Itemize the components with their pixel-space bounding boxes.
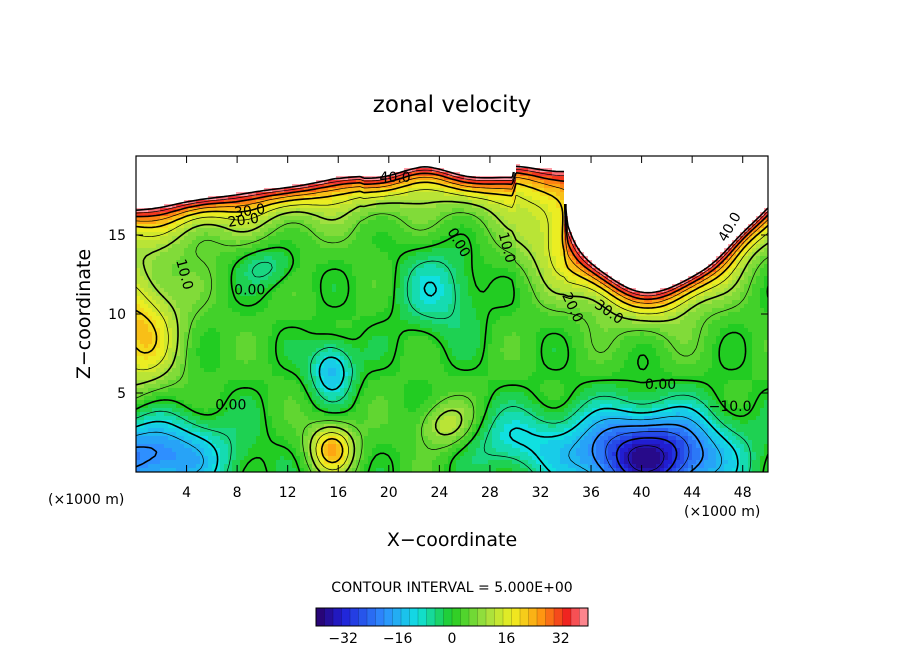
colorbar-swatch: [367, 608, 376, 626]
x-tick-label: 36: [582, 485, 600, 501]
colorbar-ticks: −32 −16 0 16 32: [328, 631, 569, 647]
x-tick-label: 4: [182, 485, 191, 501]
contour-interval-text: CONTOUR INTERVAL = 5.000E+00: [331, 580, 572, 596]
colorbar-swatch: [392, 608, 402, 626]
colorbar-swatch: [494, 608, 504, 626]
colorbar-swatch: [375, 608, 385, 626]
colorbar-tick-label: −16: [383, 631, 413, 647]
colorbar-tick-label: 16: [497, 631, 515, 647]
colorbar-swatch: [358, 608, 368, 626]
x-tick-label: 40: [633, 485, 651, 501]
z-unit-label: (×1000 m): [48, 492, 124, 508]
colorbar-swatch: [443, 608, 453, 626]
contour-label: 30.0: [233, 201, 266, 221]
colorbar-swatch: [503, 608, 512, 626]
contour-level-line: [136, 168, 768, 297]
contour-level-line: [136, 176, 768, 304]
colorbar-swatch: [384, 608, 393, 626]
y-tick-label: 15: [108, 228, 126, 244]
colorbar-swatch: [579, 608, 589, 626]
x-axis-label: X−coordinate: [387, 529, 517, 551]
x-tick-label: 8: [233, 485, 242, 501]
chart-title: zonal velocity: [373, 92, 531, 118]
colorbar-swatch: [554, 608, 563, 626]
colorbar-swatch: [469, 608, 478, 626]
colorbar: −32 −16 0 16 32: [315, 607, 589, 647]
colorbar-frame: [315, 607, 589, 627]
colorbar-tick-label: −32: [328, 631, 358, 647]
colorbar-swatch: [333, 608, 342, 626]
colorbar-swatch: [452, 608, 461, 626]
contour-level-line: [136, 212, 768, 472]
colorbar-swatch: [418, 608, 427, 626]
x-tick-label: 16: [329, 485, 347, 501]
x-axis-ticks: 4 8 12 16 20 24 28 32 36 40 44 48: [182, 156, 752, 501]
colorbar-tick-label: 0: [448, 631, 457, 647]
x-unit-label: (×1000 m): [684, 504, 760, 520]
colorbar-swatch: [562, 608, 572, 626]
contour-level-line: [605, 431, 690, 472]
colorbar-swatch: [528, 608, 538, 626]
contour-level-line: [136, 200, 768, 472]
contour-label: 0.00: [645, 377, 676, 393]
colorbar-swatch: [350, 608, 359, 626]
x-tick-label: 32: [532, 485, 550, 501]
colorbar-swatch: [426, 608, 436, 626]
colorbar-swatch: [545, 608, 555, 626]
colorbar-tick-label: 32: [552, 631, 570, 647]
y-axis-ticks: 5 10 15: [108, 228, 768, 402]
x-tick-label: 20: [380, 485, 398, 501]
x-tick-label: 44: [683, 485, 701, 501]
contour-label: 40.0: [380, 170, 411, 186]
contour-lines: [136, 165, 768, 472]
colorbar-swatch: [324, 608, 334, 626]
contour-label: 10.0: [495, 231, 519, 265]
colorbar-swatch: [537, 608, 546, 626]
x-tick-label: 12: [279, 485, 297, 501]
colorbar-swatch: [520, 608, 529, 626]
contour-level-line: [136, 172, 768, 301]
contour-label: 0.00: [234, 282, 265, 298]
x-tick-label: 28: [481, 485, 499, 501]
colorbar-swatch: [435, 608, 444, 626]
y-tick-label: 5: [117, 386, 126, 402]
colorbar-stripes: [315, 607, 589, 627]
colorbar-swatch: [486, 608, 495, 626]
x-tick-label: 24: [430, 485, 448, 501]
colorbar-swatch: [409, 608, 419, 626]
colorbar-swatch: [477, 608, 487, 626]
contour-label: −10.0: [709, 399, 752, 415]
contour-level-line: [136, 189, 768, 471]
contour-level-line: [136, 165, 768, 294]
y-axis-label: Z−coordinate: [73, 249, 95, 379]
colorbar-swatch: [460, 608, 470, 626]
contour-level-line: [136, 415, 723, 472]
y-tick-label: 10: [108, 307, 126, 323]
contour-label: 20.0: [227, 211, 260, 231]
colorbar-swatch: [341, 608, 351, 626]
contour-level-line: [136, 281, 739, 472]
colorbar-swatch: [316, 608, 325, 626]
x-tick-label: 48: [734, 485, 752, 501]
contour-level-line: [136, 260, 752, 472]
colorbar-swatch: [401, 608, 410, 626]
contour-label: 0.00: [215, 398, 246, 414]
colorbar-swatch: [511, 608, 521, 626]
colorbar-swatch: [571, 608, 580, 626]
contour-label: 10.0: [172, 257, 196, 291]
contour-level-line: [136, 233, 768, 472]
contour-level-line: [615, 437, 678, 472]
contour-level-line: [136, 423, 704, 472]
contour-level-line: [136, 181, 768, 464]
